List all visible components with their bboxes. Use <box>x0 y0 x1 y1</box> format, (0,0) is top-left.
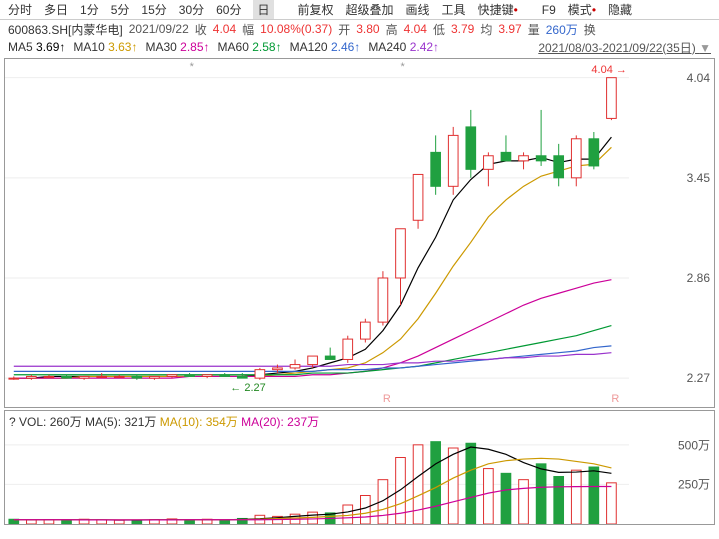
date-range[interactable]: 2021/08/03-2021/09/22(35日) ▼ <box>538 39 711 56</box>
event-marker: * <box>400 61 404 73</box>
ma-indicator: MA120 2.46↑ <box>290 40 361 54</box>
toolbar-item[interactable]: 模式• <box>568 1 596 18</box>
toolbar-item[interactable]: 30分 <box>179 1 204 18</box>
ma-indicator: MA60 2.58↑ <box>218 40 282 54</box>
y-axis-label: 4.04 <box>687 71 710 85</box>
toolbar: 分时多日 1分 5分 15分 30分 60分日 前复权超级叠加画线工具快捷键• F9 模式• 隐藏 <box>0 0 719 20</box>
low-price-label: ← 2.27 <box>230 382 265 394</box>
vol-axis-label: 250万 <box>678 476 710 493</box>
r-marker: R <box>383 393 391 405</box>
toolbar-item[interactable]: 超级叠加 <box>346 1 394 18</box>
last-price-label: 4.04 → <box>591 64 626 76</box>
toolbar-item[interactable]: 日 <box>253 0 273 19</box>
volume-chart[interactable]: 500万 250万 ? VOL: 260万 MA(5): 321万 MA(10): … <box>4 410 715 525</box>
symbol: 600863.SH[内蒙华电] <box>8 21 123 38</box>
toolbar-item[interactable]: 60分 <box>216 1 241 18</box>
toolbar-item[interactable]: 5分 <box>111 1 130 18</box>
toolbar-item[interactable]: 隐藏 <box>608 1 632 18</box>
y-axis-label: 2.27 <box>687 371 710 385</box>
date: 2021/09/22 <box>129 22 189 36</box>
close-val: 4.04 <box>213 22 236 36</box>
toolbar-item[interactable]: 15分 <box>141 1 166 18</box>
vol-axis-label: 500万 <box>678 436 710 453</box>
y-axis-label: 2.86 <box>687 271 710 285</box>
toolbar-item[interactable]: 画线 <box>406 1 430 18</box>
toolbar-item[interactable]: 快捷键• <box>478 1 518 18</box>
low-val: 3.79 <box>451 22 474 36</box>
toolbar-item[interactable]: 分时 <box>8 1 32 18</box>
ma-indicator: MA5 3.69↑ <box>8 40 65 54</box>
r-marker: R <box>611 393 619 405</box>
toolbar-item[interactable]: 前复权 <box>298 1 334 18</box>
toolbar-item[interactable]: 多日 <box>44 1 68 18</box>
high-val: 4.04 <box>404 22 427 36</box>
avg-val: 3.97 <box>498 22 521 36</box>
toolbar-item[interactable]: F9 <box>542 3 556 17</box>
ma-indicator: MA10 3.63↑ <box>73 40 137 54</box>
price-chart[interactable]: 4.04 3.45 2.86 2.27 * * R R 4.04 → ← 2.27 <box>4 58 715 408</box>
ma-indicator: MA240 2.42↑ <box>368 40 439 54</box>
vol-info: ? VOL: 260万 MA(5): 321万 MA(10): 354万 MA(… <box>9 413 319 430</box>
range-val: 10.08%(0.37) <box>260 22 332 36</box>
open-val: 3.80 <box>356 22 379 36</box>
toolbar-item[interactable]: 1分 <box>80 1 99 18</box>
y-axis-label: 3.45 <box>687 171 710 185</box>
event-marker: * <box>190 61 194 73</box>
info-row: 600863.SH[内蒙华电] 2021/09/22 收4.04 幅10.08%… <box>0 20 719 38</box>
vol-val: 260万 <box>546 21 578 38</box>
ma-row: MA5 3.69↑ MA10 3.63↑ MA30 2.85↑ MA60 2.58↑ M… <box>0 38 719 56</box>
ma-indicator: MA30 2.85↑ <box>145 40 209 54</box>
toolbar-item[interactable]: 工具 <box>442 1 466 18</box>
